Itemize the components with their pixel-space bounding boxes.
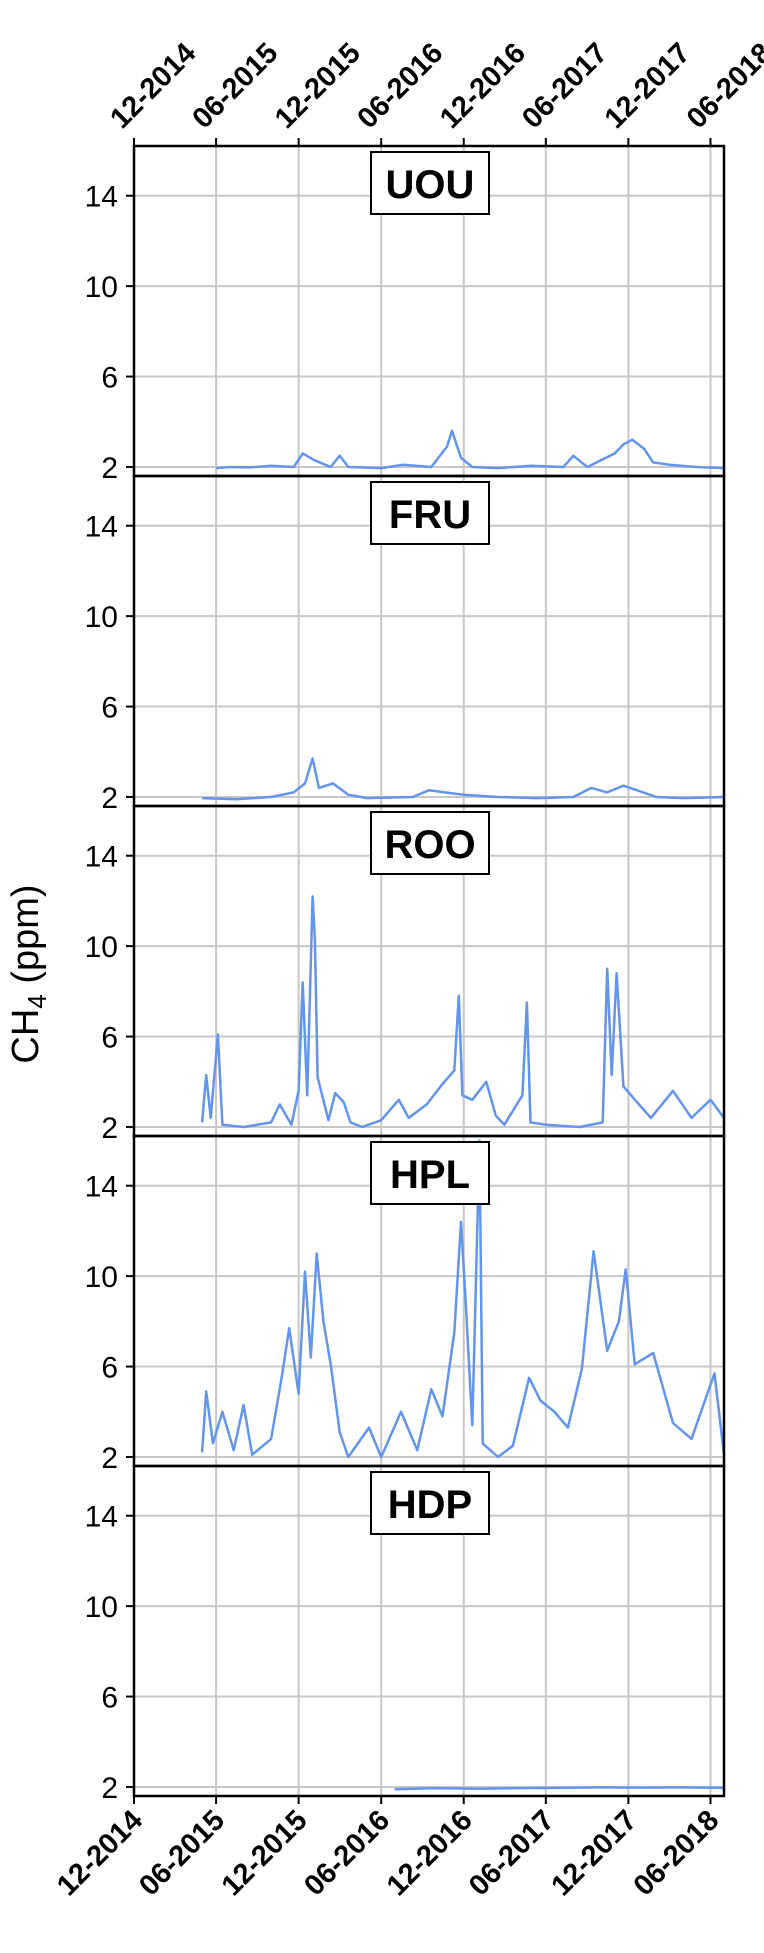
series-layer [200,429,726,1791]
y-tick-label: 14 [85,1171,118,1204]
x-tick-label-bottom: 06-2015 [133,1804,231,1902]
panel-title-box [370,151,490,215]
label-layer: 2 6 10 14 UOU 2 6 10 14 FRU 2 6 10 14 ROO 2 6 10 14 HPL 2 6 10… [5,37,764,1902]
y-tick-label: 6 [101,362,118,395]
x-tick-label-top: 12-2016 [434,37,532,135]
y-tick-label: 6 [101,1352,118,1385]
y-tick-label: 10 [85,601,118,634]
y-tick-label: 14 [85,181,118,214]
panel-title-box [370,811,490,875]
x-tick-label-bottom: 12-2017 [545,1804,643,1902]
y-tick-label: 6 [101,1682,118,1715]
y-tick-label: 2 [101,782,118,815]
y-tick-label: 14 [85,511,118,544]
y-tick-label: 10 [85,271,118,304]
y-tick-label: 14 [85,841,118,874]
y-tick-label: 10 [85,931,118,964]
x-tick-label-top: 06-2018 [681,37,764,135]
x-tick-label-top: 06-2016 [352,37,450,135]
panel-title: UOU [386,163,475,207]
y-tick-label: 10 [85,1591,118,1624]
y-tick-label: 6 [101,1022,118,1055]
x-tick-label-top: 12-2015 [269,37,367,135]
x-tick-label-bottom: 06-2016 [298,1804,396,1902]
y-tick-label: 2 [101,1442,118,1475]
y-tick-label: 2 [101,452,118,485]
series-line-fru [202,757,725,801]
x-tick-label-bottom: 12-2015 [216,1804,314,1902]
y-tick-label: 14 [85,1501,118,1534]
x-tick-label-top: 12-2017 [599,37,697,135]
panel-title: HDP [388,1483,472,1527]
panel-title: HPL [390,1153,470,1197]
x-tick-label-bottom: 06-2017 [463,1804,561,1902]
panel-title: FRU [389,493,471,537]
series-line-roo [200,895,726,1129]
y-tick-label: 6 [101,692,118,725]
y-tick-label: 10 [85,1261,118,1294]
grid-layer [133,146,724,1796]
y-tick-label: 2 [101,1772,118,1805]
panel-frame [132,1464,726,1798]
x-tick-label-top: 06-2017 [516,37,614,135]
series-line-uou [215,429,725,470]
x-tick-label-bottom: 12-2016 [381,1804,479,1902]
panel-title: ROO [384,823,475,867]
panel-title-box [370,1471,490,1535]
y-axis-label: CH4 (ppm) [5,884,52,1063]
y-tick-label: 2 [101,1112,118,1145]
x-tick-label-bottom: 12-2014 [51,1804,149,1902]
x-tick-label-top: 06-2015 [186,37,284,135]
panel-title-box [370,1141,490,1205]
panel-title-box [370,481,490,545]
x-tick-label-top: 12-2014 [104,37,202,135]
axis-layer [126,138,726,1804]
x-tick-label-bottom: 06-2018 [628,1804,726,1902]
series-line-hdp [394,1786,725,1791]
series-line-hpl [200,1139,726,1459]
